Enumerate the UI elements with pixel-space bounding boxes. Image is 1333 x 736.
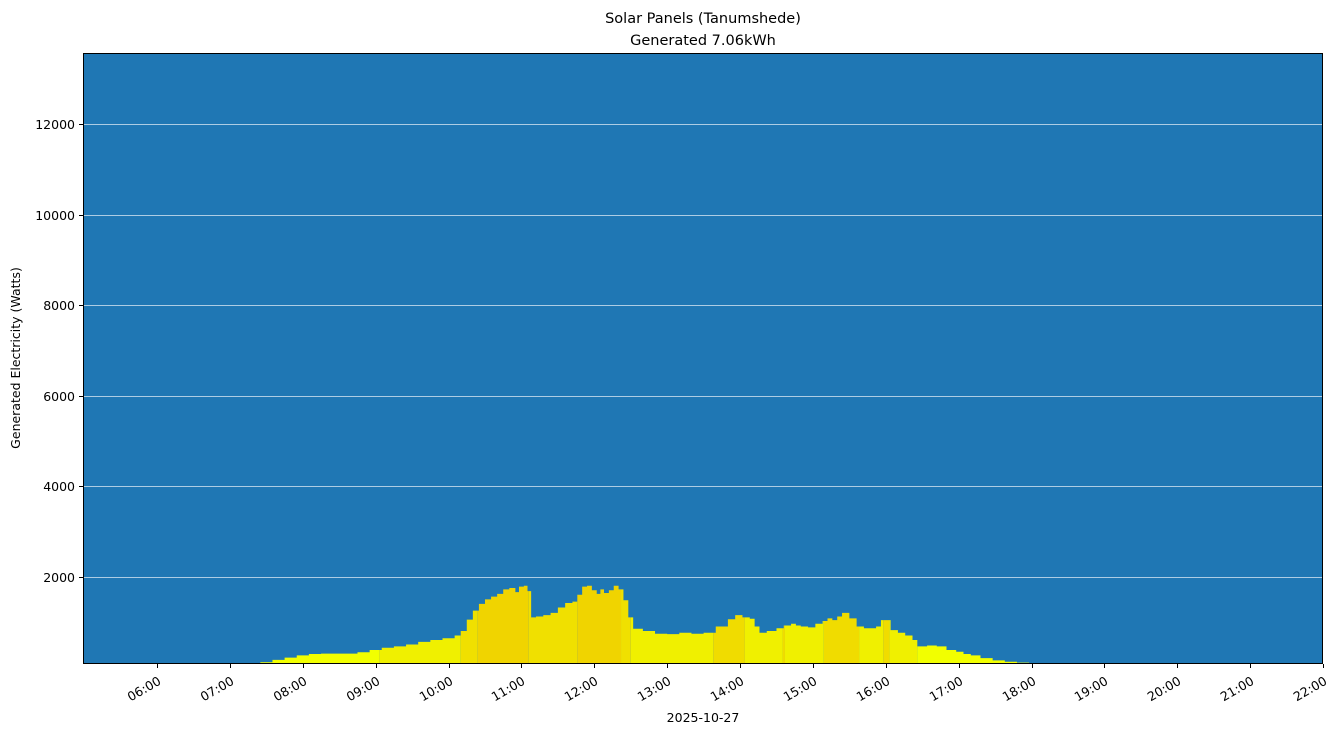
x-tick-label: 18:00 <box>1000 673 1039 704</box>
chart-title: Solar Panels (Tanumshede) <box>605 11 801 27</box>
plot-frame <box>83 53 1323 664</box>
x-tick-label: 13:00 <box>635 673 674 704</box>
y-gridlines <box>83 124 1323 578</box>
y-tick-label: 2000 <box>43 570 75 585</box>
x-tick-label: 10:00 <box>417 673 456 704</box>
x-axis: 06:00 07:00 08:00 09:00 10:00 11:00 12:00 13:00… <box>125 664 1330 704</box>
plot-background <box>83 53 1323 664</box>
y-tick-label: 12000 <box>35 117 75 132</box>
y-tick-label: 4000 <box>43 479 75 494</box>
x-tick-label: 16:00 <box>854 673 893 704</box>
x-tick-label: 09:00 <box>344 673 383 704</box>
x-tick-label: 08:00 <box>271 673 310 704</box>
x-tick-label: 14:00 <box>708 673 747 704</box>
y-axis-label: Generated Electricity (Watts) <box>8 267 23 449</box>
chart-subtitle: Generated 7.06kWh <box>630 33 776 49</box>
x-tick-label: 21:00 <box>1218 673 1257 704</box>
plot-area <box>83 53 1323 664</box>
x-tick-label: 22:00 <box>1291 673 1330 704</box>
x-tick-label: 15:00 <box>781 673 820 704</box>
x-tick-label: 07:00 <box>198 673 237 704</box>
y-tick-label: 6000 <box>43 389 75 404</box>
x-tick-label: 17:00 <box>927 673 966 704</box>
x-axis-label: 2025-10-27 <box>667 710 740 725</box>
x-tick-label: 19:00 <box>1072 673 1111 704</box>
x-tick-label: 11:00 <box>489 673 528 704</box>
x-tick-label: 20:00 <box>1145 673 1184 704</box>
x-tick-label: 06:00 <box>125 673 164 704</box>
x-tick-label: 12:00 <box>562 673 601 704</box>
y-tick-label: 10000 <box>35 208 75 223</box>
y-axis: 2000 4000 6000 8000 10000 12000 <box>35 117 83 585</box>
y-tick-label: 8000 <box>43 298 75 313</box>
